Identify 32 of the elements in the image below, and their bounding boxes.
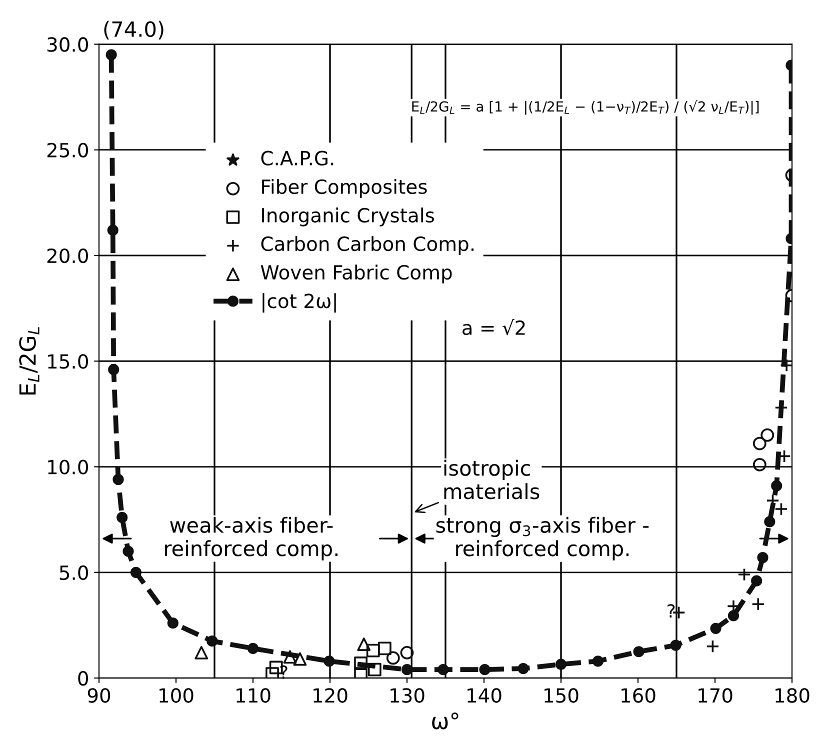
x-tick-label: 150 — [544, 688, 578, 703]
x-tick-label: 170 — [698, 688, 732, 703]
legend-label: Inorganic Crystals — [262, 208, 434, 226]
y-tick-label: 5.0 — [60, 565, 88, 580]
x-tick-label: 140 — [468, 688, 502, 703]
y-tick-label: 15.0 — [48, 354, 88, 369]
legend-label: |cot 2ω| — [262, 293, 336, 313]
x-tick-label: 100 — [160, 688, 194, 703]
x-tick-label: 120 — [314, 688, 348, 703]
legend-label: Carbon Carbon Comp. — [261, 236, 474, 255]
annotation: a = √2 — [462, 319, 525, 336]
y-tick-label: 10.0 — [48, 460, 88, 474]
y-tick-label: 25.0 — [47, 142, 88, 158]
annotation: ? — [668, 604, 675, 618]
x-axis-title: ω° — [432, 712, 458, 730]
x-tick-label: 160 — [622, 688, 656, 703]
y-tick-label: 30.0 — [47, 37, 88, 52]
text: (74.0) — [104, 20, 164, 40]
x-tick-label: 180 — [776, 688, 810, 703]
annotation: strong σ$_{3}$-axis fiber - reinforced comp. — [436, 516, 649, 560]
y-tick-label: 0 — [78, 670, 88, 686]
x-tick-label: 130 — [390, 688, 424, 703]
x-tick-label: 110 — [236, 688, 270, 703]
y-axis-title: E$_{L}$/2G$_{L}$ — [19, 327, 40, 395]
legend-label: C.A.P.G. — [261, 150, 334, 166]
ref-line-label: isotropic materials — [444, 460, 540, 500]
x-tick-label: 90 — [88, 688, 110, 703]
y-tick-label: 20.0 — [47, 248, 88, 264]
legend-label: Woven Fabric Comp — [260, 264, 452, 284]
annotation: weak-axis fiber- reinforced comp. — [165, 516, 338, 560]
legend-label: Fiber Composites — [262, 178, 427, 198]
text: E$_{L}$/2G$_{L}$ = a [1 + |(1/2E$_{L}$ − (1−ν$_{T}$)/2E$_{T}$) / (√2 ν$_{L}$/E$_{T}$)|] — [412, 100, 759, 115]
